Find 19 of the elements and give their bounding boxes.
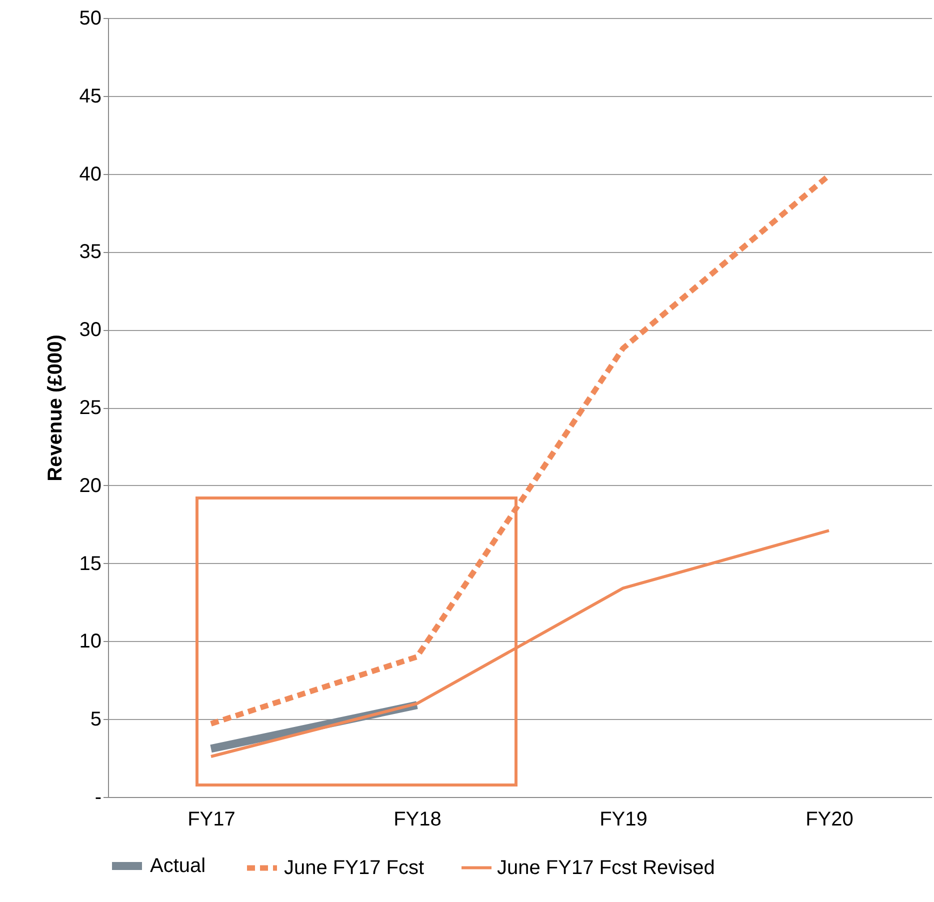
legend-label: Actual [150, 855, 206, 877]
y-tick-label: 5 [90, 708, 102, 731]
y-tick-label: 40 [79, 163, 102, 186]
legend-label: June FY17 Fcst Revised [497, 856, 715, 879]
y-tick-label: 10 [79, 630, 102, 653]
x-tick-label: FY19 [600, 808, 648, 830]
y-tick-label: 35 [79, 241, 102, 264]
x-tick-label: FY17 [188, 808, 236, 830]
y-tick-label: 15 [79, 552, 102, 575]
x-tick-label: FY18 [394, 808, 442, 830]
y-tick-label: 30 [79, 319, 102, 342]
y-tick-label: - [94, 786, 102, 808]
y-tick-label: 50 [79, 8, 102, 30]
y-tick-label: 20 [79, 474, 102, 497]
legend-label: June FY17 Fcst [284, 857, 424, 879]
y-tick-label: 45 [79, 85, 102, 108]
y-axis-title: Revenue (£000) [44, 334, 66, 482]
x-tick-label: FY20 [806, 808, 854, 830]
y-tick-label: 25 [79, 397, 102, 419]
